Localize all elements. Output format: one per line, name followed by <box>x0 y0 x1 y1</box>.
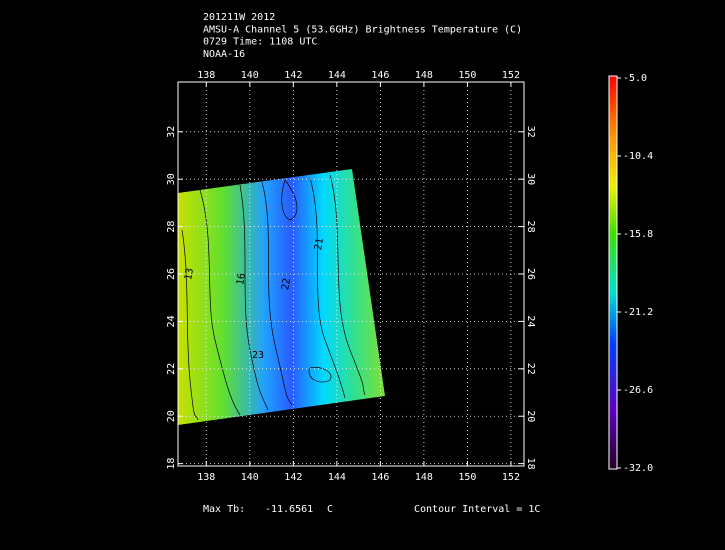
x-tick-label: 152 <box>502 472 520 483</box>
colorbar-label: -32.0 <box>623 463 653 474</box>
x-tick-label: 138 <box>197 70 215 81</box>
y-tick-label: 32 <box>166 126 177 138</box>
y-tick-label: 22 <box>525 363 536 375</box>
colorbar-label: -21.2 <box>623 307 653 318</box>
header-line: AMSU-A Channel 5 (53.6GHz) Brightness Te… <box>203 24 522 35</box>
contour-label: 13 <box>183 267 196 281</box>
contour-label: 23 <box>252 350 264 361</box>
x-tick-label: 146 <box>371 70 389 81</box>
y-tick-label: 18 <box>525 458 536 470</box>
contour-label: 16 <box>235 272 248 286</box>
header-line: 0729 Time: 1108 UTC <box>203 37 317 48</box>
contour-label: 22 <box>280 277 293 291</box>
x-tick-label: 148 <box>415 70 433 81</box>
y-tick-label: 28 <box>525 221 536 233</box>
header-line: 201211W 2012 <box>203 12 275 23</box>
y-tick-label: 28 <box>166 221 177 233</box>
y-tick-label: 24 <box>525 315 536 327</box>
y-tick-label: 18 <box>166 458 177 470</box>
y-tick-label: 30 <box>166 173 177 185</box>
max-unit: C <box>327 504 333 515</box>
y-tick-label: 32 <box>525 126 536 138</box>
max-value: -11.6561 <box>265 504 313 515</box>
y-tick-label: 30 <box>525 173 536 185</box>
x-tick-label: 140 <box>241 70 259 81</box>
x-tick-label: 142 <box>284 70 302 81</box>
y-tick-label: 24 <box>166 315 177 327</box>
x-tick-label: 146 <box>371 472 389 483</box>
colorbar-label: -10.4 <box>623 151 653 162</box>
x-tick-label: 144 <box>328 70 346 81</box>
y-tick-label: 20 <box>166 410 177 422</box>
contour-label: 21 <box>313 237 326 251</box>
x-tick-label: 144 <box>328 472 346 483</box>
contour-interval: Contour Interval = 1C <box>414 504 540 515</box>
y-tick-label: 26 <box>525 268 536 280</box>
max-label: Max Tb: <box>203 504 245 515</box>
colorbar-label: -15.8 <box>623 229 653 240</box>
y-tick-label: 22 <box>166 363 177 375</box>
swath <box>178 169 385 425</box>
x-tick-label: 150 <box>458 472 476 483</box>
header-line: NOAA-16 <box>203 49 245 60</box>
x-tick-label: 140 <box>241 472 259 483</box>
y-tick-label: 20 <box>525 410 536 422</box>
colorbar <box>608 75 618 470</box>
colorbar-label: -26.6 <box>623 385 653 396</box>
x-tick-label: 138 <box>197 472 215 483</box>
x-tick-label: 142 <box>284 472 302 483</box>
x-tick-label: 152 <box>502 70 520 81</box>
colorbar-label: -5.0 <box>623 73 647 84</box>
y-tick-label: 26 <box>166 268 177 280</box>
x-tick-label: 148 <box>415 472 433 483</box>
x-tick-label: 150 <box>458 70 476 81</box>
